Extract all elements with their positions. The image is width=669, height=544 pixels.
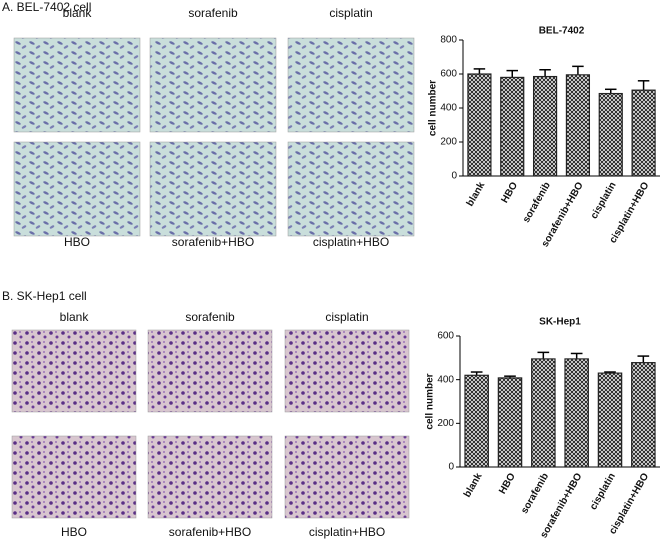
panel-title: A. BEL-7402 cell [2, 0, 91, 14]
y-tick-label: 200 [437, 418, 454, 429]
panel-title: B. SK-Hep1 cell [2, 289, 87, 303]
micrograph [13, 37, 141, 133]
bar [467, 73, 492, 177]
micrograph [149, 141, 277, 237]
y-axis-label: cell number [428, 80, 439, 136]
x-tick-label: HBO [497, 471, 518, 496]
image-label: HBO [64, 235, 90, 249]
bar [564, 358, 589, 468]
y-axis-label: cell number [425, 373, 436, 429]
image-label: sorafenib [185, 310, 235, 324]
y-tick-label: 600 [437, 331, 454, 342]
micrograph [287, 37, 415, 133]
micrograph [287, 141, 415, 237]
chart-title: SK-Hep1 [539, 317, 581, 328]
image-label: sorafenib [188, 6, 238, 20]
y-tick-label: 0 [448, 462, 454, 473]
micrograph [147, 329, 273, 413]
bar [597, 372, 623, 468]
image-label: sorafenib+HBO [169, 525, 251, 539]
image-label: cisplatin+HBO [313, 235, 389, 249]
y-tick-label: 400 [440, 103, 457, 114]
image-label: cisplatin [329, 6, 372, 20]
x-tick-label: cisplatin [589, 180, 619, 221]
bar [531, 358, 556, 468]
bar [565, 74, 591, 177]
x-tick-label: sorafenib [519, 471, 551, 515]
bar [500, 76, 525, 177]
bar [598, 92, 623, 177]
y-tick-label: 400 [437, 374, 454, 385]
image-label: blank [63, 6, 93, 20]
micrograph [147, 435, 273, 519]
image-label: cisplatin [325, 310, 368, 324]
bar [631, 89, 656, 177]
y-tick-label: 800 [440, 35, 457, 46]
image-label: cisplatin+HBO [309, 525, 385, 539]
y-tick-label: 0 [451, 171, 457, 182]
y-tick-label: 200 [440, 137, 457, 148]
y-tick-label: 600 [440, 69, 457, 80]
x-tick-label: blank [465, 180, 488, 208]
micrograph [284, 329, 410, 413]
x-tick-label: sorafenib [521, 180, 553, 224]
x-tick-label: HBO [499, 180, 520, 205]
image-label: HBO [61, 525, 87, 539]
image-label: blank [60, 310, 90, 324]
x-tick-label: cisplatin [588, 471, 618, 512]
chart-title: BEL-7402 [539, 26, 585, 37]
micrograph [11, 329, 137, 413]
micrograph [13, 141, 141, 237]
x-tick-label: blank [462, 471, 485, 499]
micrograph [149, 37, 277, 133]
bar [497, 377, 523, 468]
image-label: sorafenib+HBO [172, 235, 254, 249]
micrograph [284, 435, 410, 519]
bar [631, 362, 656, 468]
bar [464, 374, 489, 468]
bar [532, 75, 558, 177]
micrograph [11, 435, 137, 519]
